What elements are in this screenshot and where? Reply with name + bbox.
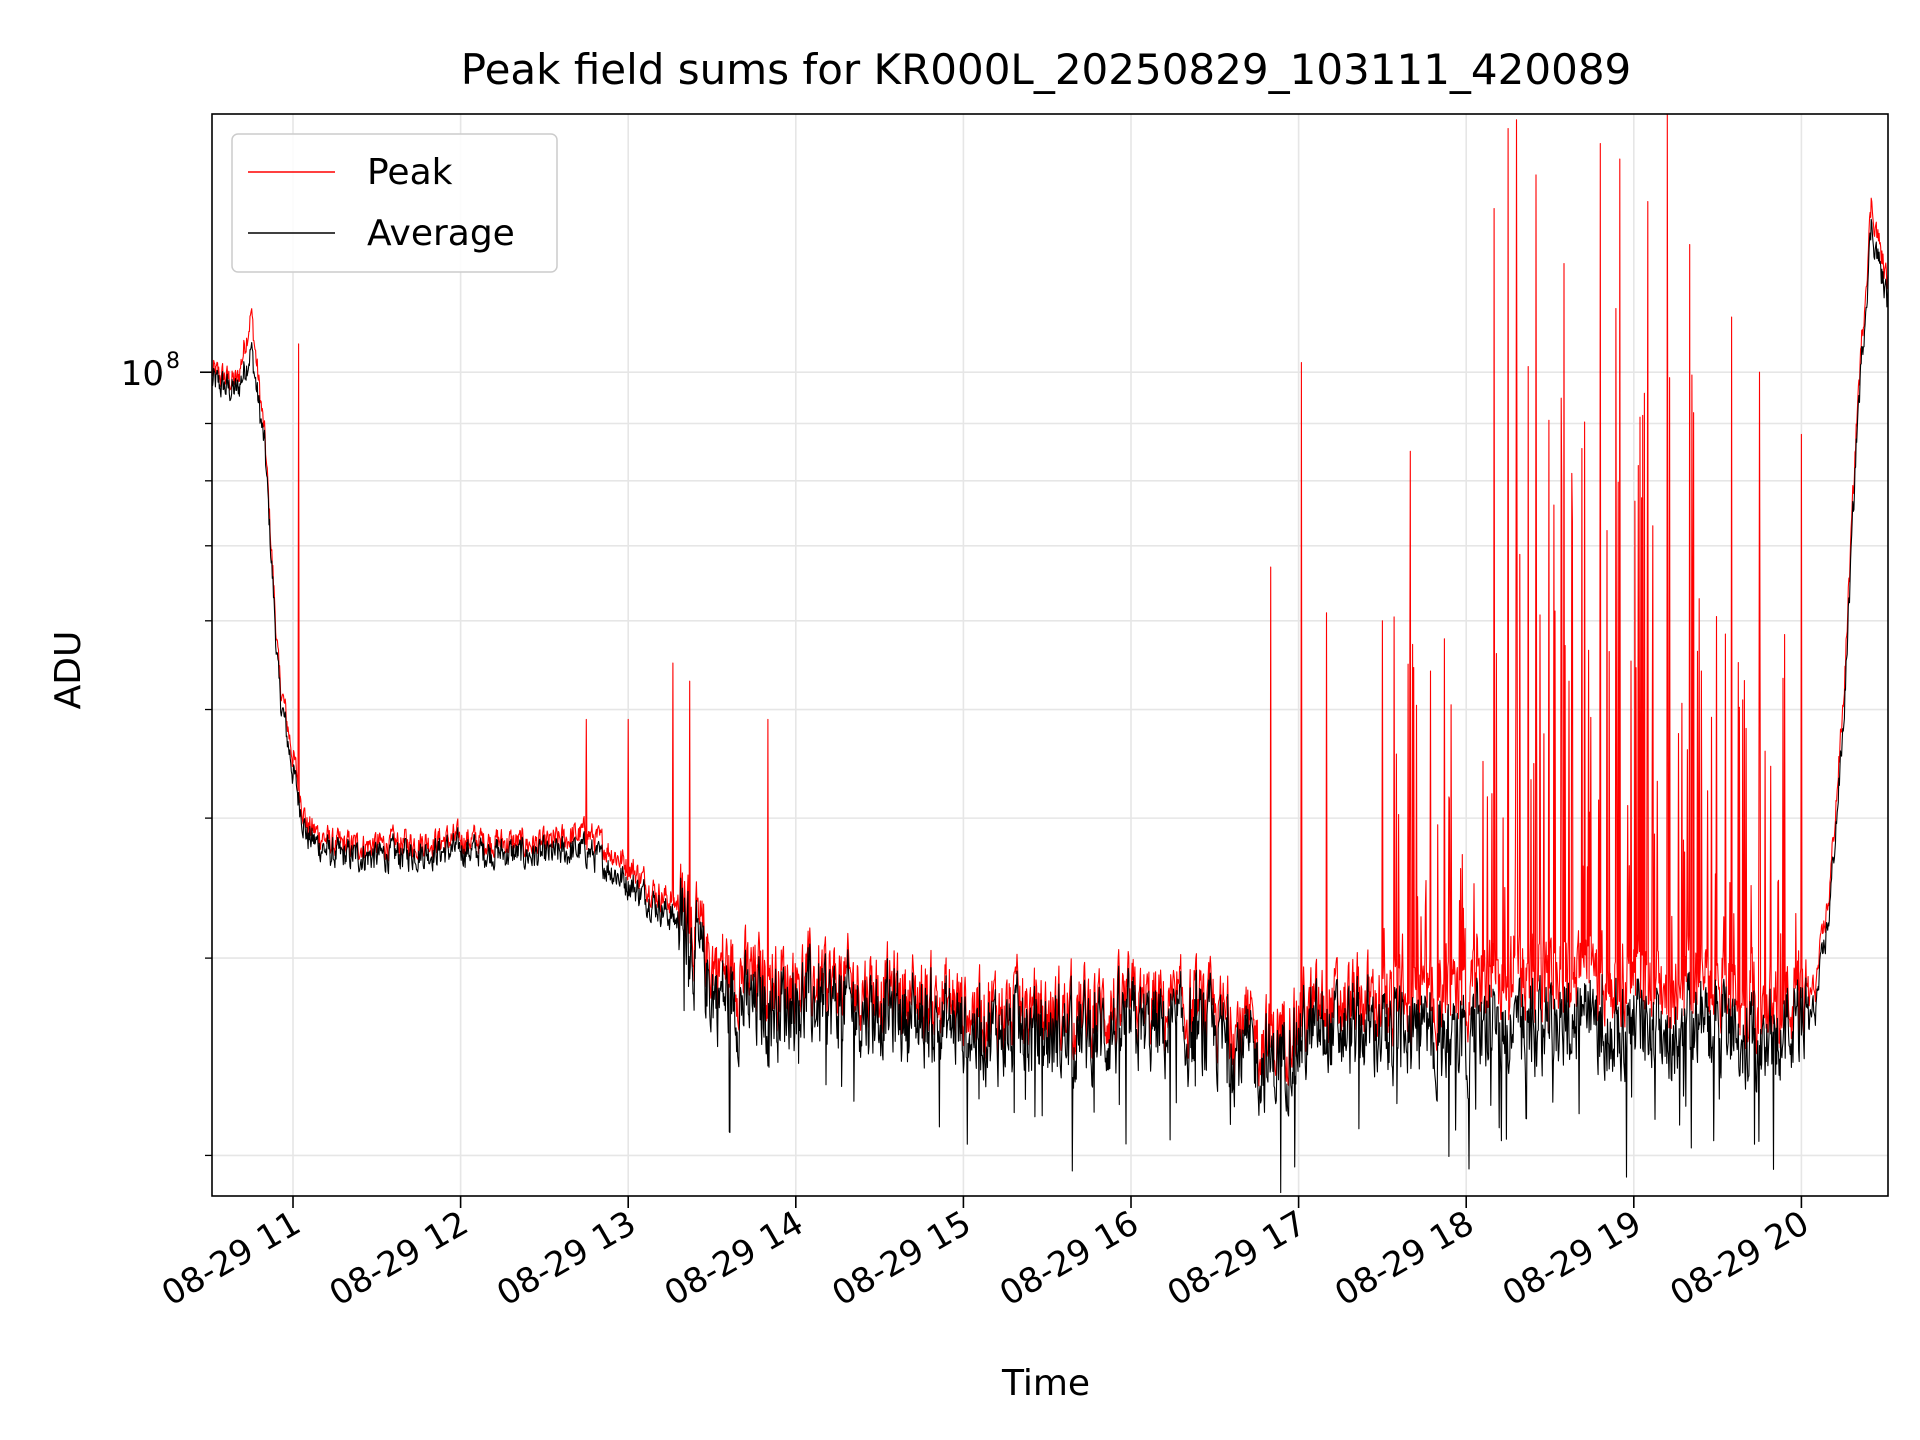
series-average-line <box>211 218 1889 1194</box>
legend-box <box>231 133 558 273</box>
y-axis-label: ADU <box>48 631 89 710</box>
legend: Peak Average <box>231 133 558 273</box>
plot-frame <box>211 113 1889 1197</box>
plot-lines <box>211 113 1889 1194</box>
y-tick-label: 10 <box>121 354 164 394</box>
legend-peak-label: Peak <box>367 152 453 193</box>
legend-average-label: Average <box>367 213 515 254</box>
x-axis-label: Time <box>1001 1363 1090 1404</box>
chart-title: Peak field sums for KR000L_20250829_1031… <box>461 45 1632 94</box>
y-tick-label-exponent: 8 <box>166 349 180 374</box>
